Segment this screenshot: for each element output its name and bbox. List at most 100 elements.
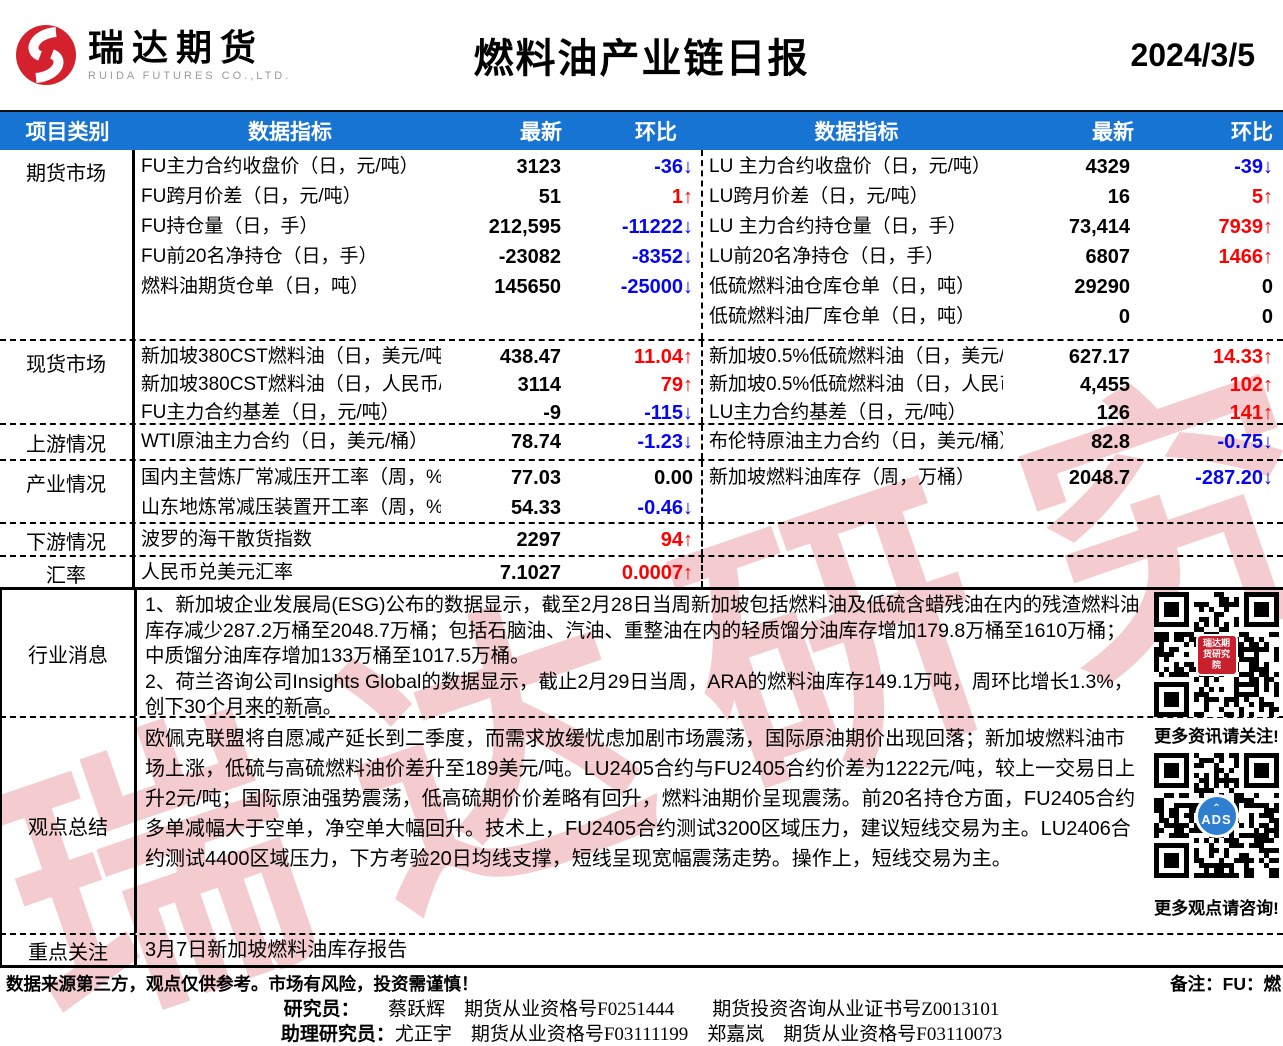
change-value: -115↓ bbox=[644, 402, 693, 424]
latest-value: 438.47 bbox=[499, 346, 561, 368]
change-value: -0.46↓ bbox=[637, 497, 693, 519]
table-row: 燃料油期货仓单（日，吨） 145650 -25000↓ bbox=[135, 272, 701, 302]
table-row: FU持仓量（日，手） 212,595 -11222↓ bbox=[135, 212, 701, 242]
indicator-label: LU 主力合约持仓量（日，手） bbox=[709, 216, 967, 237]
logo-cn-text: 瑞达期货 bbox=[88, 27, 265, 68]
section-futures-market: 期货市场 FU主力合约收盘价（日，元/吨） 3123 -36↓ FU跨月价差（日… bbox=[0, 150, 1283, 341]
logo-en-text: RUIDA FUTURES CO.,LTD. bbox=[88, 70, 292, 82]
indicator-label: 布伦特原油主力合约（日，美元/桶） bbox=[709, 431, 1003, 452]
table-row: 波罗的海干散货指数 2297 94↑ bbox=[135, 525, 701, 555]
assistant-researcher-line: 助理研究员：尤正宇 期货从业资格号F03111199 郑嘉岚 期货从业资格号F0… bbox=[0, 1019, 1283, 1045]
change-value: 102↑ bbox=[1229, 374, 1273, 396]
indicator-label: 新加坡380CST燃料油（日，美元/吨） bbox=[141, 346, 441, 367]
table-row: WTI原油主力合约（日，美元/桶） 78.74 -1.23↓ bbox=[135, 427, 701, 457]
change-value: 11.04↑ bbox=[634, 346, 693, 368]
indicator-label: FU持仓量（日，手） bbox=[141, 216, 319, 237]
researcher-line: 研究员： 蔡跃辉 期货从业资格号F0251444 期货投资咨询从业证书号Z001… bbox=[0, 994, 1283, 1020]
col-header-indicator-right: 数据指标 bbox=[814, 121, 899, 144]
table-header-row: 项目类别 数据指标 最新 环比 数据指标 最新 环比 bbox=[0, 110, 1283, 150]
industry-left: 国内主营炼厂常减压开工率（周，%） 77.03 0.00 山东地炼常减压装置开工… bbox=[135, 461, 703, 522]
table-row: LU主力合约基差（日，元/吨） 126 141↑ bbox=[703, 399, 1283, 427]
report-table: 项目类别 数据指标 最新 环比 数据指标 最新 环比 期货市场 FU主力合约收盘… bbox=[0, 110, 1283, 968]
change-value: 0 bbox=[1261, 306, 1273, 328]
indicator-label: 低硫燃料油仓库仓单（日，吨） bbox=[709, 276, 976, 297]
indicator-label: 新加坡0.5%低硫燃料油（日，美元/吨） bbox=[709, 346, 1003, 367]
col-header-latest-right: 最新 bbox=[1092, 121, 1134, 144]
viewpoint-summary-content: 欧佩克联盟将自愿减产延长到二季度，而需求放缓忧虑加剧市场震荡，国际原油期价出现回… bbox=[137, 718, 1150, 933]
latest-value: 2048.7 bbox=[1068, 467, 1130, 489]
upstream-left: WTI原油主力合约（日，美元/桶） 78.74 -1.23↓ bbox=[135, 425, 703, 459]
table-row: 新加坡380CST燃料油（日，美元/吨） 438.47 11.04↑ bbox=[135, 343, 701, 371]
change-value: -1.23↓ bbox=[637, 431, 693, 453]
table-row: LU 主力合约收盘价（日，元/吨） 4329 -39↓ bbox=[703, 152, 1283, 182]
news-paragraph: 2、荷兰咨询公司Insights Global的数据显示，截止2月29日当周，A… bbox=[145, 670, 1134, 719]
change-value: -25000↓ bbox=[620, 276, 693, 298]
table-row: LU 主力合约持仓量（日，手） 73,414 7939↑ bbox=[703, 212, 1283, 242]
table-row: 国内主营炼厂常减压开工率（周，%） 77.03 0.00 bbox=[135, 463, 701, 493]
industry-right: 新加坡燃料油库存（周，万桶） 2048.7 -287.20↓ bbox=[703, 461, 1283, 522]
change-value: -287.20↓ bbox=[1195, 467, 1273, 489]
latest-value: 4,455 bbox=[1079, 374, 1130, 396]
latest-value: 145650 bbox=[494, 276, 561, 298]
qr-caption-follow: 更多资讯请关注! bbox=[1154, 727, 1279, 746]
col-header-latest-left: 最新 bbox=[520, 121, 562, 144]
table-row: 山东地炼常减压装置开工率（周，%） 54.33 -0.46↓ bbox=[135, 493, 701, 523]
latest-value: 3114 bbox=[517, 374, 561, 396]
indicator-label: WTI原油主力合约（日，美元/桶） bbox=[141, 431, 429, 452]
indicator-label: LU 主力合约收盘价（日，元/吨） bbox=[709, 156, 991, 177]
spot-right: 新加坡0.5%低硫燃料油（日，美元/吨） 627.17 14.33↑ 新加坡0.… bbox=[703, 341, 1283, 424]
indicator-label: LU前20名净持仓（日，手） bbox=[709, 246, 945, 267]
latest-value: 3123 bbox=[516, 156, 562, 178]
latest-value: 7.1027 bbox=[499, 562, 561, 584]
change-value: 14.33↑ bbox=[1212, 346, 1273, 368]
company-logo: 瑞达期货 RUIDA FUTURES CO.,LTD. bbox=[14, 23, 344, 87]
category-label: 观点总结 bbox=[2, 718, 137, 933]
indicator-label: 波罗的海干散货指数 bbox=[141, 529, 313, 550]
assistant-label: 助理研究员： bbox=[280, 1024, 395, 1045]
change-value: 5↑ bbox=[1251, 186, 1273, 208]
table-row: LU跨月价差（日，元/吨） 16 5↑ bbox=[703, 182, 1283, 212]
table-row: FU主力合约收盘价（日，元/吨） 3123 -36↓ bbox=[135, 152, 701, 182]
latest-value: 2297 bbox=[516, 529, 562, 551]
latest-value: -23082 bbox=[498, 246, 561, 268]
qr-rail: 瑞达期货研究院 更多资讯请关注! ⌃ ADS 更多观点请咨询! bbox=[1151, 592, 1282, 919]
indicator-label: 低硫燃料油厂库仓单（日，吨） bbox=[709, 306, 976, 327]
latest-value: 4329 bbox=[1085, 156, 1131, 178]
change-value: 1↑ bbox=[671, 186, 693, 208]
qr-center-logo: 瑞达期货研究院 bbox=[1195, 633, 1238, 676]
table-row: 新加坡0.5%低硫燃料油（日，人民币/吨） 4,455 102↑ bbox=[703, 371, 1283, 399]
section-exchange-rate: 汇率 人民币兑美元汇率 7.1027 0.0007↑ bbox=[0, 557, 1283, 590]
wechat-qr-code: 瑞达期货研究院 bbox=[1154, 592, 1279, 717]
exchange-right bbox=[703, 557, 1283, 587]
table-row: FU前20名净持仓（日，手） -23082 -8352↓ bbox=[135, 242, 701, 272]
indicator-label: 新加坡380CST燃料油（日，人民币/吨） bbox=[141, 374, 441, 395]
category-label: 现货市场 bbox=[0, 341, 135, 423]
exchange-left: 人民币兑美元汇率 7.1027 0.0007↑ bbox=[135, 557, 703, 587]
page-title: 燃料油产业链日报 bbox=[473, 37, 810, 81]
change-value: 79↑ bbox=[660, 374, 693, 396]
indicator-label: LU跨月价差（日，元/吨） bbox=[709, 186, 929, 207]
change-value: 141↑ bbox=[1229, 402, 1273, 424]
change-value: -39↓ bbox=[1234, 156, 1273, 178]
section-key-focus: 重点关注 3月7日新加坡燃料油库存报告 bbox=[0, 935, 1283, 968]
table-row: FU跨月价差（日，元/吨） 51 1↑ bbox=[135, 182, 701, 212]
indicator-label: 新加坡燃料油库存（周，万桶） bbox=[709, 467, 976, 488]
change-value: 0.0007↑ bbox=[621, 562, 693, 584]
qr-center-logo-ads: ⌃ ADS bbox=[1194, 793, 1239, 838]
category-label: 汇率 bbox=[0, 557, 135, 587]
category-label: 产业情况 bbox=[0, 461, 135, 522]
page-header: 瑞达期货 RUIDA FUTURES CO.,LTD. 燃料油产业链日报 202… bbox=[0, 0, 1283, 110]
indicator-label: FU前20名净持仓（日，手） bbox=[141, 246, 378, 267]
section-industry-news: 行业消息 1、新加坡企业发展局(ESG)公布的数据显示，截至2月28日当周新加坡… bbox=[0, 590, 1283, 718]
change-value: -36↓ bbox=[654, 156, 693, 178]
consult-qr-code: ⌃ ADS bbox=[1154, 753, 1279, 878]
indicator-label: 国内主营炼厂常减压开工率（周，%） bbox=[141, 467, 441, 488]
upstream-right: 布伦特原油主力合约（日，美元/桶） 82.8 -0.75↓ bbox=[703, 425, 1283, 459]
researcher-label: 研究员： bbox=[283, 999, 351, 1020]
indicator-label: 人民币兑美元汇率 bbox=[141, 562, 294, 583]
indicator-label: 燃料油期货仓单（日，吨） bbox=[141, 276, 370, 297]
category-label: 行业消息 bbox=[2, 590, 137, 716]
latest-value: 627.17 bbox=[1068, 346, 1130, 368]
section-industry: 产业情况 国内主营炼厂常减压开工率（周，%） 77.03 0.00 山东地炼常减… bbox=[0, 461, 1283, 524]
